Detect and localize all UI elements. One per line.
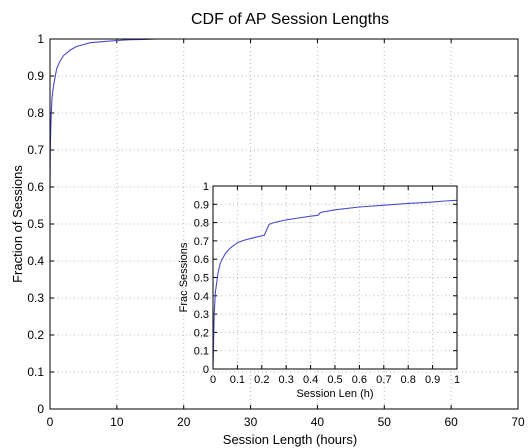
x-axis-label: Session Length (hours)	[223, 432, 357, 447]
inset-x-tick-label: 0	[210, 374, 216, 386]
main-y-tick-label: 0.1	[27, 365, 44, 379]
inset-x-tick-label: 1	[454, 374, 460, 386]
main-cdf-line	[49, 38, 164, 188]
inset-x-tick-label: 0.5	[327, 374, 342, 386]
inset-y-tick-label: 0	[203, 364, 209, 376]
main-x-tick-label: 40	[311, 415, 325, 429]
inset-plot-frame	[212, 185, 458, 370]
main-series	[49, 38, 164, 188]
chart-title: CDF of AP Session Lengths	[191, 11, 389, 28]
main-ticks: 0 10 20 30 40 50 60 7000.10.20.30.40.50.60.70.8…	[27, 32, 525, 429]
inset-y-tick-label: 0.8	[194, 218, 209, 230]
inset-y-axis-label: Frac Sessions	[178, 242, 190, 312]
inset-x-tick-label: 0.6	[352, 374, 367, 386]
inset-y-tick-label: 0.6	[194, 254, 209, 266]
main-y-tick-label: 0.4	[27, 254, 44, 268]
main-x-tick-label: 20	[177, 415, 191, 429]
inset-y-tick-label: 0.1	[194, 346, 209, 358]
inset-x-tick-label: 0.2	[254, 374, 269, 386]
inset-x-tick-label: 0.1	[230, 374, 245, 386]
main-x-tick-label: 0	[47, 415, 54, 429]
main-y-tick-label: 0.5	[27, 217, 44, 231]
inset-y-tick-label: 0.4	[194, 291, 209, 303]
inset-x-tick-label: 0.7	[376, 374, 391, 386]
main-y-tick-label: 0.2	[27, 328, 44, 342]
main-plot-frame	[49, 38, 519, 410]
inset-x-axis-label: Session Len (h)	[296, 388, 373, 400]
inset-x-tick-label: 0.3	[279, 374, 294, 386]
main-x-tick-label: 10	[110, 415, 124, 429]
inset-y-tick-label: 1	[203, 181, 209, 193]
inset-cdf-line	[212, 199, 458, 370]
main-x-tick-label: 30	[244, 415, 258, 429]
inset-x-tick-label: 0.4	[303, 374, 318, 386]
main-y-tick-label: 0	[37, 402, 44, 416]
inset-y-tick-label: 0.5	[194, 273, 209, 285]
inset-chart: 0 0.1 0.2 0.3 0.4 0.5 0.6 0.7 0.8 0.9 1 0 0.1 0.2 0.3 0…	[178, 181, 460, 400]
main-y-tick-label: 0.7	[27, 143, 44, 157]
inset-grid	[213, 186, 457, 369]
inset-y-tick-label: 0.2	[194, 327, 209, 339]
main-y-tick-label: 0.6	[27, 180, 44, 194]
main-y-tick-label: 0.3	[27, 291, 44, 305]
main-y-tick-label: 0.8	[27, 106, 44, 120]
inset-series	[212, 199, 458, 370]
inset-y-tick-label: 0.3	[194, 309, 209, 321]
y-axis-label: Fraction of Sessions	[10, 165, 25, 283]
main-x-tick-label: 70	[511, 415, 525, 429]
main-x-tick-label: 50	[378, 415, 392, 429]
inset-x-tick-label: 0.8	[401, 374, 416, 386]
main-y-tick-label: 1	[37, 32, 44, 46]
inset-y-tick-label: 0.9	[194, 199, 209, 211]
main-x-tick-label: 60	[444, 415, 458, 429]
inset-y-tick-label: 0.7	[194, 236, 209, 248]
main-y-tick-label: 0.9	[27, 69, 44, 83]
inset-x-tick-label: 0.9	[425, 374, 440, 386]
